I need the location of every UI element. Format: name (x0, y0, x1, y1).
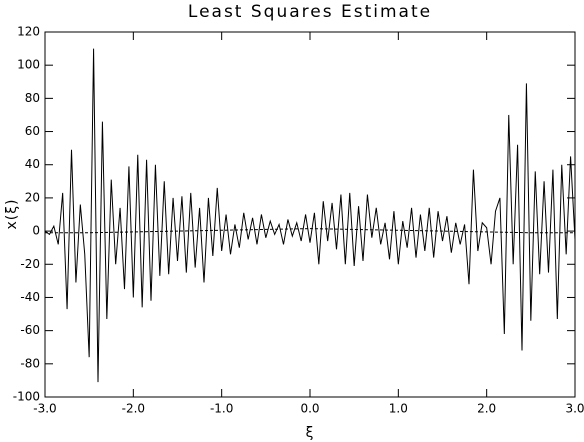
y-tick-label: 100 (17, 58, 40, 72)
y-tick-label: -100 (13, 390, 40, 404)
y-tick-label: 20 (25, 190, 40, 204)
y-tick-label: -80 (20, 356, 40, 370)
y-tick-label: -20 (20, 257, 40, 271)
x-axis-label: ξ (306, 425, 315, 441)
y-tick-label: 120 (17, 25, 40, 39)
y-tick-label: -40 (20, 290, 40, 304)
x-tick-label: -3.0 (33, 402, 56, 416)
y-tick-label: 0 (32, 224, 40, 238)
y-axis-label: x(ξ) (4, 198, 20, 229)
data-line (45, 228, 575, 234)
x-tick-label: 0.0 (300, 402, 319, 416)
x-tick-label: 1.0 (389, 402, 408, 416)
x-tick-label: 2.0 (477, 402, 496, 416)
x-tick-label: -1.0 (210, 402, 233, 416)
x-tick-label: 3.0 (565, 402, 584, 416)
y-tick-label: 80 (25, 91, 40, 105)
y-tick-label: -60 (20, 323, 40, 337)
y-tick-label: 40 (25, 157, 40, 171)
y-tick-label: 60 (25, 124, 40, 138)
chart-title: Least Squares Estimate (188, 2, 432, 22)
data-line (44, 48, 576, 383)
x-tick-label: -2.0 (122, 402, 145, 416)
